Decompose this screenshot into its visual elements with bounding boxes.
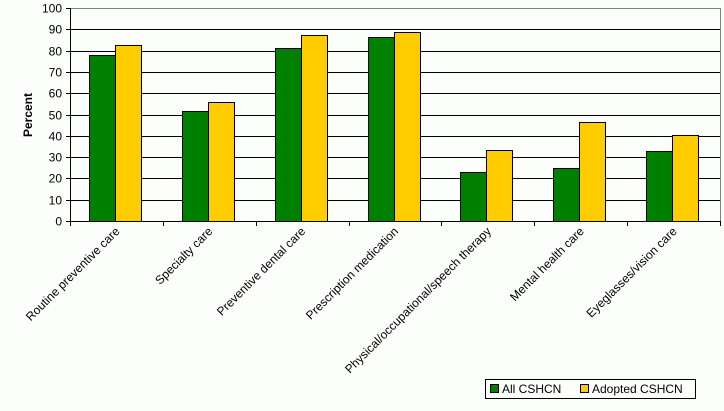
y-tick-label: 0 xyxy=(55,215,62,229)
y-tick-label: 80 xyxy=(49,45,63,59)
x-axis-labels: Routine preventive care Specialty carePre… xyxy=(23,224,680,376)
bar-all-cshcn xyxy=(89,55,116,222)
y-tick-label: 100 xyxy=(42,2,62,16)
bar-all-cshcn xyxy=(275,48,302,222)
x-category-label: Prescription medication xyxy=(303,224,401,322)
bar-adopted-cshcn xyxy=(579,122,606,222)
bar-all-cshcn xyxy=(553,168,580,222)
legend-swatch-adopted-cshcn xyxy=(580,384,589,393)
x-category-label: Mental health care xyxy=(507,224,587,304)
bar-adopted-cshcn xyxy=(301,35,328,222)
legend: All CSHCN Adopted CSHCN xyxy=(485,379,696,399)
bar-adopted-cshcn xyxy=(672,135,699,222)
x-category-label: Physical/occupational/speech therapy xyxy=(342,224,494,376)
x-category-label: Eyeglasses/vision care xyxy=(583,224,679,320)
y-tick-label: 50 xyxy=(49,109,63,123)
axes xyxy=(70,8,721,226)
y-tick-label: 90 xyxy=(49,23,63,37)
x-category-label: Preventive dental care xyxy=(214,224,309,319)
y-tick-label: 70 xyxy=(49,66,63,80)
y-axis-ticks: 0 10 20 30 40 50 60 70 80 90 100 xyxy=(42,2,70,229)
bar-adopted-cshcn xyxy=(208,102,235,222)
y-tick-label: 60 xyxy=(49,87,63,101)
y-axis-label: Percent xyxy=(21,93,35,137)
bar-all-cshcn xyxy=(646,151,673,222)
legend-swatch-all-cshcn xyxy=(490,384,499,393)
y-tick-label: 20 xyxy=(49,172,63,186)
y-tick-label: 30 xyxy=(49,151,63,165)
y-tick-label: 40 xyxy=(49,130,63,144)
y-tick-label: 10 xyxy=(49,194,63,208)
x-category-label: Specialty care xyxy=(152,224,215,287)
bar-adopted-cshcn xyxy=(115,45,142,222)
bar-all-cshcn xyxy=(368,37,395,222)
legend-box xyxy=(485,379,696,399)
bar-adopted-cshcn xyxy=(486,150,513,222)
bar-all-cshcn xyxy=(182,111,209,222)
x-category-label: Routine preventive care xyxy=(23,224,123,324)
legend-label-all-cshcn: All CSHCN xyxy=(502,382,561,396)
bar-adopted-cshcn xyxy=(394,32,421,222)
legend-label-adopted-cshcn: Adopted CSHCN xyxy=(592,382,683,396)
bars xyxy=(89,32,699,222)
bar-all-cshcn xyxy=(460,172,487,222)
